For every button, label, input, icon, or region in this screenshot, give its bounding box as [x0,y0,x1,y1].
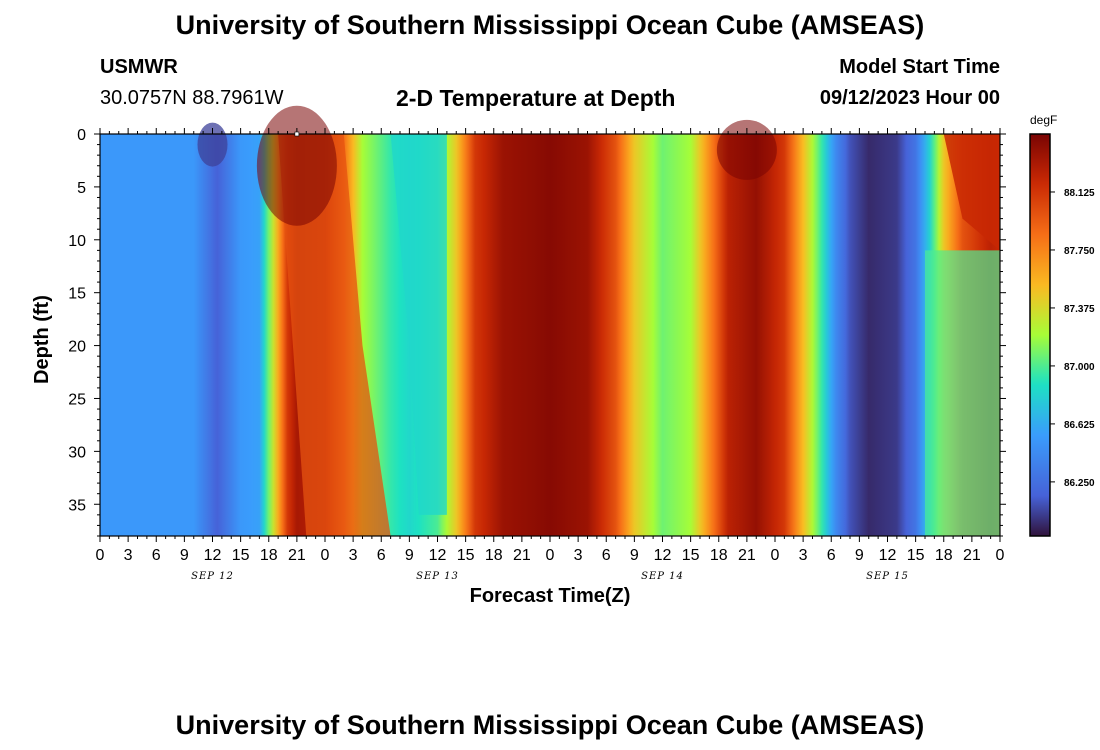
x-tick-label: 3 [124,547,133,564]
y-tick-label: 35 [68,497,86,514]
x-tick-label: 0 [96,547,105,564]
x-tick-label: 18 [710,547,728,564]
x-tick-label: 18 [260,547,278,564]
x-tick-label: 15 [907,547,925,564]
colorbar-tick-label: 87.000 [1064,362,1095,373]
deep-cool-patch [925,250,1000,537]
x-axis-title: Forecast Time(Z) [469,585,631,607]
plot-title: 2-D Temperature at Depth [396,85,676,111]
y-axis-title: Depth (ft) [31,295,53,384]
y-axis-title-wrapper: Depth (ft) [31,247,54,384]
y-tick-label: 5 [77,180,86,197]
surface-warm-patch [943,134,1000,251]
surface-hot-patch-2 [716,119,777,180]
x-tick-label: 0 [996,547,1005,564]
y-tick-label: 0 [77,127,86,144]
surface-hot-patch-1 [256,105,337,226]
x-tick-label: 21 [963,547,981,564]
colorbar-tick-label: 87.375 [1064,304,1095,315]
x-tick-label: 3 [799,547,808,564]
footer-title: University of Southern Mississippi Ocean… [175,710,925,740]
main-title: University of Southern Mississippi Ocean… [175,10,925,40]
x-tick-label: 21 [288,547,306,564]
x-tick-label: 15 [457,547,475,564]
x-tick-label: 9 [630,547,639,564]
station-id: USMWR [100,56,178,78]
heatmap-field [100,134,1000,536]
x-tick-label: 12 [429,547,447,564]
x-tick-label: 6 [602,547,611,564]
warm-intrusion [278,134,391,536]
model-start-value: 09/12/2023 Hour 00 [819,87,1000,109]
y-tick-label: 20 [68,339,86,356]
x-tick-label: 0 [546,547,555,564]
colorbar [1029,133,1051,537]
y-tick-label: 25 [68,391,86,408]
x-tick-label: 9 [405,547,414,564]
x-tick-label: 9 [855,547,864,564]
x-tick-label: 15 [232,547,250,564]
cool-tongue [390,134,447,515]
x-tick-label: 18 [485,547,503,564]
x-tick-label: 18 [935,547,953,564]
x-tick-label: 21 [738,547,756,564]
x-tick-label: 12 [204,547,222,564]
day-label: SEP 12 [191,571,234,582]
x-tick-label: 3 [574,547,583,564]
day-label: SEP 14 [641,571,684,582]
x-tick-label: 0 [771,547,780,564]
colorbar-unit: degF [1030,113,1058,127]
x-tick-label: 15 [682,547,700,564]
model-start-label: Model Start Time [839,56,1000,78]
y-tick-label: 30 [68,444,86,461]
day-label: SEP 15 [866,571,909,582]
x-tick-label: 0 [321,547,330,564]
colorbar-tick-label: 86.625 [1064,420,1095,431]
colorbar-tick-label: 87.750 [1064,246,1095,257]
station-coordinates: 30.0757N 88.7961W [100,87,284,109]
x-tick-label: 12 [879,547,897,564]
x-tick-label: 3 [349,547,358,564]
colorbar-tick-label: 88.125 [1064,188,1095,199]
x-tick-label: 12 [654,547,672,564]
x-tick-label: 9 [180,547,189,564]
marker-square [294,131,300,137]
y-tick-label: 10 [68,233,86,250]
colorbar-tick-label: 86.250 [1064,478,1095,489]
x-tick-label: 6 [827,547,836,564]
day-label: SEP 13 [416,571,459,582]
x-tick-label: 6 [152,547,161,564]
x-tick-label: 21 [513,547,531,564]
y-tick-label: 15 [68,286,86,303]
x-tick-label: 6 [377,547,386,564]
